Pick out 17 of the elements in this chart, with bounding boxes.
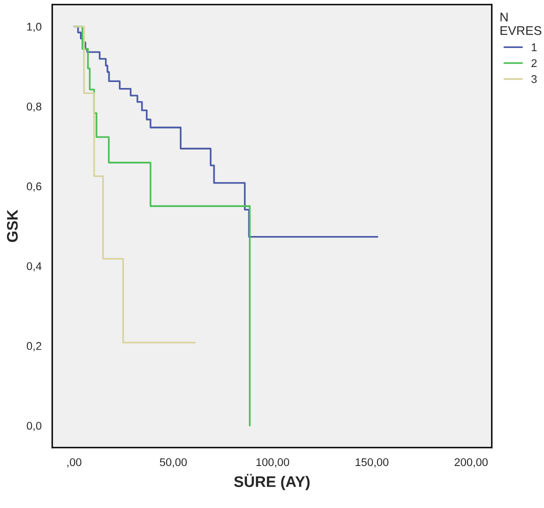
x-axis-title: SÜRE (AY) — [234, 474, 310, 490]
y-tick-label: 0,8 — [26, 102, 42, 112]
legend-label: 1 — [532, 43, 537, 52]
y-tick-label: 0,0 — [26, 422, 42, 432]
x-tick-label: 100,00 — [256, 458, 290, 468]
legend-label: 3 — [531, 75, 537, 84]
y-tick-label: 0,4 — [26, 262, 42, 272]
y-tick-label: 0,6 — [26, 182, 42, 192]
y-tick-label: 1,0 — [27, 22, 42, 32]
x-tick-label: 200,00 — [454, 458, 488, 468]
x-tick-label: 150,00 — [356, 458, 388, 468]
y-tick-label: 0,2 — [26, 342, 42, 352]
x-tick-label: 50,00 — [160, 458, 187, 468]
x-tick-label: ,00 — [67, 458, 82, 468]
legend-label: 2 — [532, 59, 537, 67]
legend-title: N EVRES — [500, 12, 542, 35]
y-axis-title: GSK — [6, 210, 18, 242]
